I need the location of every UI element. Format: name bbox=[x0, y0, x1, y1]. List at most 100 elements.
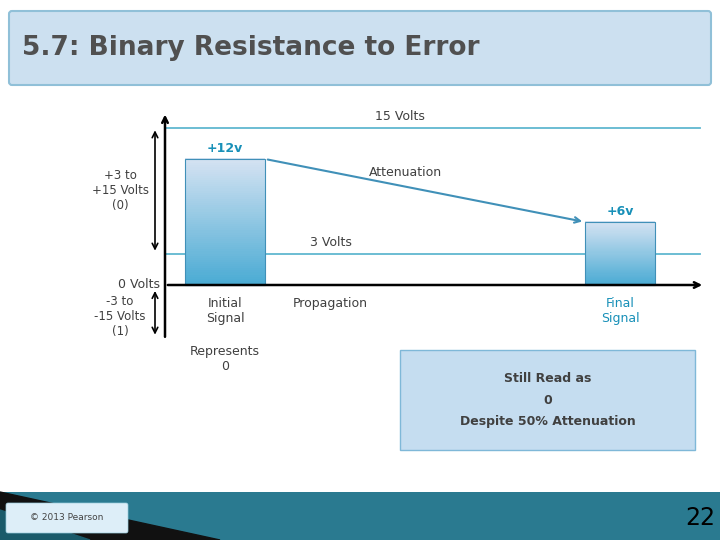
Bar bbox=[585, 269, 655, 271]
Bar bbox=[585, 279, 655, 281]
Bar bbox=[185, 278, 265, 281]
Text: Propagation: Propagation bbox=[292, 297, 367, 310]
Text: Represents
0: Represents 0 bbox=[190, 345, 260, 373]
Bar bbox=[0, 492, 720, 540]
Bar bbox=[185, 253, 265, 255]
Bar bbox=[185, 208, 265, 212]
Bar bbox=[585, 228, 655, 231]
Bar bbox=[185, 265, 265, 268]
Bar bbox=[585, 235, 655, 238]
Bar bbox=[185, 230, 265, 233]
Text: +3 to
+15 Volts
(0): +3 to +15 Volts (0) bbox=[91, 169, 148, 212]
Bar bbox=[185, 219, 265, 222]
Bar bbox=[585, 248, 655, 251]
Bar bbox=[585, 256, 655, 259]
Bar bbox=[585, 251, 655, 252]
Bar bbox=[585, 262, 655, 264]
Text: Attenuation: Attenuation bbox=[369, 165, 441, 179]
FancyBboxPatch shape bbox=[6, 503, 128, 533]
Bar bbox=[185, 211, 265, 214]
Bar bbox=[185, 200, 265, 203]
Bar bbox=[585, 225, 655, 227]
Bar bbox=[585, 253, 655, 254]
Bar bbox=[585, 281, 655, 283]
Text: © 2013 Pearson: © 2013 Pearson bbox=[30, 514, 104, 523]
Bar bbox=[585, 242, 655, 244]
Bar bbox=[185, 215, 265, 218]
Bar bbox=[185, 251, 265, 253]
Bar bbox=[185, 282, 265, 285]
Text: +6v: +6v bbox=[606, 205, 634, 218]
Bar bbox=[585, 283, 655, 285]
Bar bbox=[185, 171, 265, 174]
Bar bbox=[585, 224, 655, 226]
FancyBboxPatch shape bbox=[9, 11, 711, 85]
Bar bbox=[185, 175, 265, 178]
Bar bbox=[585, 234, 655, 235]
Bar bbox=[585, 272, 655, 273]
Bar bbox=[585, 221, 655, 223]
Bar bbox=[585, 266, 655, 268]
Bar bbox=[585, 273, 655, 275]
Bar bbox=[585, 239, 655, 241]
Bar bbox=[185, 248, 265, 252]
Bar bbox=[185, 202, 265, 205]
Bar bbox=[185, 196, 265, 199]
Bar bbox=[185, 227, 265, 231]
Bar bbox=[585, 261, 655, 263]
Bar bbox=[185, 232, 265, 234]
Text: -3 to
-15 Volts
(1): -3 to -15 Volts (1) bbox=[94, 295, 145, 338]
Bar bbox=[585, 230, 655, 232]
Bar bbox=[185, 168, 265, 172]
Bar bbox=[185, 183, 265, 186]
Bar bbox=[185, 164, 265, 167]
Bar bbox=[185, 185, 265, 188]
Text: 0 Volts: 0 Volts bbox=[118, 279, 160, 292]
Bar bbox=[585, 246, 655, 248]
FancyBboxPatch shape bbox=[400, 350, 695, 450]
Bar bbox=[185, 177, 265, 180]
Bar bbox=[185, 242, 265, 245]
Bar bbox=[585, 249, 655, 252]
Bar bbox=[185, 192, 265, 195]
Text: 15 Volts: 15 Volts bbox=[375, 110, 425, 123]
Bar bbox=[185, 273, 265, 276]
Bar bbox=[185, 190, 265, 193]
Bar bbox=[185, 259, 265, 262]
Bar bbox=[585, 226, 655, 228]
Bar bbox=[585, 278, 655, 280]
Bar bbox=[585, 259, 655, 261]
Polygon shape bbox=[0, 510, 90, 540]
Text: Still Read as
0
Despite 50% Attenuation: Still Read as 0 Despite 50% Attenuation bbox=[459, 373, 635, 428]
Bar bbox=[185, 217, 265, 220]
Bar bbox=[585, 268, 655, 271]
Bar bbox=[185, 244, 265, 247]
Bar bbox=[185, 238, 265, 241]
Bar bbox=[185, 160, 265, 163]
Bar bbox=[585, 273, 655, 274]
Text: Final
Signal: Final Signal bbox=[600, 297, 639, 325]
Text: +12v: +12v bbox=[207, 142, 243, 155]
Bar bbox=[585, 254, 655, 255]
Polygon shape bbox=[0, 492, 220, 540]
Bar bbox=[585, 254, 655, 256]
Bar bbox=[585, 258, 655, 260]
Bar bbox=[185, 181, 265, 184]
Bar bbox=[585, 260, 655, 262]
Text: Initial
Signal: Initial Signal bbox=[206, 297, 244, 325]
Bar bbox=[585, 235, 655, 237]
Bar bbox=[185, 187, 265, 191]
Bar bbox=[185, 261, 265, 264]
Bar bbox=[185, 246, 265, 249]
Bar bbox=[585, 265, 655, 267]
Bar bbox=[585, 282, 655, 284]
Bar bbox=[185, 166, 265, 170]
Bar bbox=[185, 173, 265, 176]
Bar bbox=[185, 179, 265, 182]
Bar bbox=[585, 222, 655, 285]
Bar bbox=[185, 225, 265, 228]
Bar bbox=[185, 280, 265, 283]
Bar bbox=[185, 234, 265, 237]
Bar bbox=[185, 204, 265, 207]
Bar bbox=[585, 232, 655, 233]
